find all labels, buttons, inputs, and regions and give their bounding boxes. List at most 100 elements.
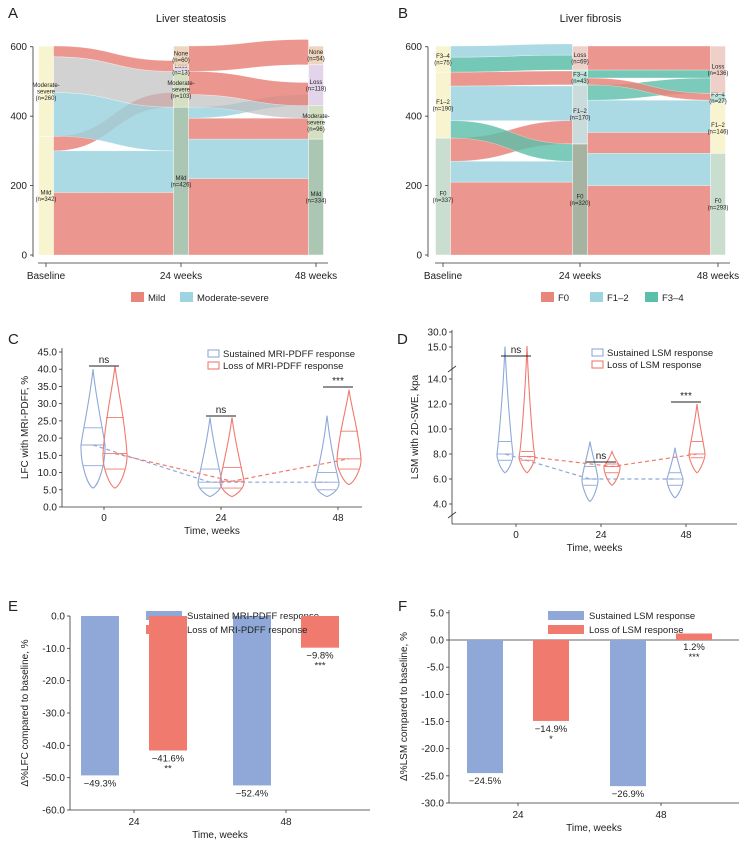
x-tick-label: 0 xyxy=(513,530,519,541)
y-tick-label: 0.0 xyxy=(43,503,57,514)
bar-value-label: −49.3% xyxy=(84,778,117,789)
legend-swatch xyxy=(541,292,554,302)
median-trend-line xyxy=(114,453,350,482)
sankey-flow xyxy=(587,153,711,186)
legend-label: Moderate-severe xyxy=(197,293,269,304)
sankey-flow xyxy=(450,43,573,58)
sankey-node-label: F0 (n=320) xyxy=(570,194,591,207)
y-tick-label: 600 xyxy=(405,42,422,53)
sankey-node xyxy=(173,45,189,68)
y-axis-label: LFC with MRI-PDFF, % xyxy=(20,376,31,479)
panel-letter: D xyxy=(397,331,408,348)
legend-label: Loss of LSM response xyxy=(607,360,702,371)
violin xyxy=(581,441,599,503)
sankey-flow xyxy=(450,54,573,73)
significance-label: *** xyxy=(680,391,692,402)
sankey-node-label: Mild (n=334) xyxy=(306,192,327,205)
y-tick-label: 200 xyxy=(405,181,422,192)
y-axis-label: LSM with 2D-SWE, kpa xyxy=(410,374,421,479)
y-tick-label: 0 xyxy=(416,251,422,262)
y-tick-label: -20.0 xyxy=(421,744,444,755)
panel-d: D 4.0 6.0 8.0 10.0 12.0 14.0 15.0 30.0 LSM with 2… xyxy=(397,328,737,554)
violin xyxy=(336,389,362,486)
bar xyxy=(467,640,503,774)
panel-title: Liver fibrosis xyxy=(560,13,622,25)
x-tick-label: 48 weeks xyxy=(697,271,739,282)
bar-significance: *** xyxy=(688,652,699,663)
y-tick-label: 4.0 xyxy=(433,500,447,511)
panel-letter: E xyxy=(8,598,18,615)
panel-c: C 0.0 5.0 10.0 15.0 20.0 25.0 30.0 35.0 40.0 45.0 L… xyxy=(8,331,362,537)
bar-significance: *** xyxy=(314,661,325,672)
violin xyxy=(688,403,706,474)
significance-label: ns xyxy=(99,355,110,366)
bar-value-label: −14.9% xyxy=(535,724,568,735)
x-tick-label: 24 xyxy=(595,530,607,541)
panel-f: F 5.0 0.0 -5.0 -10.0 -15.0 -20.0 -25.0 -30.0 Δ%LS… xyxy=(398,598,739,834)
sankey-node-label: F1–2 (n=146) xyxy=(708,123,729,135)
y-tick-label: 10.0 xyxy=(38,468,58,479)
x-tick-label: 24 weeks xyxy=(160,271,202,282)
panel-a: A Liver steatosis 0 200 400 600 Baseline 24 wee… xyxy=(8,5,337,304)
x-tick-label: 24 xyxy=(215,513,227,524)
legend-label: F3–4 xyxy=(662,293,684,304)
x-tick-label: 24 weeks xyxy=(559,271,601,282)
x-tick-label: 48 xyxy=(680,530,692,541)
sankey-node xyxy=(572,45,588,71)
panel-letter: B xyxy=(398,5,408,22)
axis-break xyxy=(447,511,457,519)
x-tick-label: 48 xyxy=(655,810,667,821)
bar xyxy=(233,616,271,786)
sankey-flow xyxy=(587,185,711,256)
legend-swatch xyxy=(591,360,604,369)
y-tick-label: 600 xyxy=(10,42,27,53)
legend-swatch xyxy=(645,292,658,302)
sankey-node-label: None (n=54) xyxy=(307,50,325,63)
bar-value-label: −26.9% xyxy=(612,789,645,800)
y-axis-label: Δ%LFC compared to baseline, % xyxy=(20,639,31,786)
bar xyxy=(676,633,712,640)
y-tick-label: -10.0 xyxy=(42,644,65,655)
y-tick-label: 0 xyxy=(21,251,27,262)
y-tick-label: 45.0 xyxy=(38,348,58,359)
y-tick-label: 15.0 xyxy=(38,451,58,462)
x-tick-label: 48 xyxy=(332,513,344,524)
legend-swatch xyxy=(180,292,193,302)
sankey-node xyxy=(435,45,451,73)
y-tick-label: -60.0 xyxy=(42,806,65,817)
violin xyxy=(518,345,536,474)
bar-value-label: 1.2% xyxy=(683,642,705,653)
legend-label: Sustained MRI-PDFF response xyxy=(187,611,319,622)
legend-label: Mild xyxy=(148,293,165,304)
sankey-node-label: F1–2 (n=190) xyxy=(433,100,454,113)
sankey-node-label: F3–4 (n=75) xyxy=(434,54,452,66)
sankey-flow xyxy=(450,161,573,183)
y-tick-label: -20.0 xyxy=(42,676,65,687)
sankey-node-label: F0 (n=337) xyxy=(433,191,454,204)
sankey-flow xyxy=(188,118,309,140)
violin xyxy=(197,417,223,498)
y-tick-label: 400 xyxy=(10,112,27,123)
y-tick-label: 15.0 xyxy=(428,343,448,354)
y-tick-label: 5.0 xyxy=(43,485,57,496)
sankey-flow xyxy=(188,138,309,179)
x-tick-label: 48 weeks xyxy=(295,271,337,282)
legend-label: Loss of MRI-PDFF response xyxy=(187,625,307,636)
legend-swatch xyxy=(207,361,220,370)
x-tick-label: 24 xyxy=(128,817,140,828)
bar-value-label: −9.8% xyxy=(306,651,334,662)
sankey-node-label: Moderate-severe (n=103) xyxy=(167,81,194,100)
y-tick-label: 8.0 xyxy=(433,450,447,461)
sankey-node-label: F3–4 (n=43) xyxy=(571,72,589,85)
violin xyxy=(219,417,245,498)
y-tick-label: -30.0 xyxy=(421,799,444,810)
sankey-flow xyxy=(188,39,309,72)
sankey-flow xyxy=(587,45,711,71)
y-tick-label: 200 xyxy=(10,181,27,192)
violin xyxy=(496,346,514,474)
y-tick-label: 12.0 xyxy=(428,400,448,411)
sankey-node xyxy=(308,45,324,66)
y-tick-label: -40.0 xyxy=(42,741,65,752)
violin xyxy=(666,447,684,499)
